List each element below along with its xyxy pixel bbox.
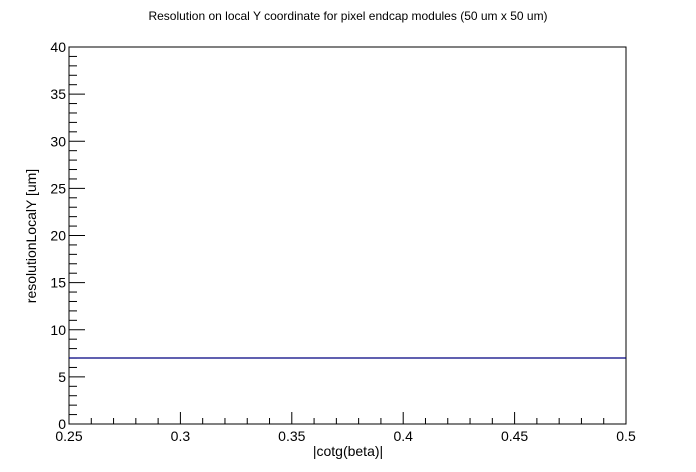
y-tick-label: 20 [50,228,66,244]
x-tick-label: 0.4 [393,428,413,444]
y-tick-label: 25 [50,180,66,196]
y-tick-label: 0 [58,416,66,432]
plot-frame [68,46,627,425]
x-tick-label: 0.35 [278,428,305,444]
y-axis-ticks: 0 5 10 15 20 25 30 35 40 [50,39,85,432]
x-tick-label: 0.45 [501,428,528,444]
y-tick-label: 5 [58,369,66,385]
chart-title: Resolution on local Y coordinate for pix… [148,9,547,23]
y-axis-label: resolutionLocalY [um] [23,169,39,303]
y-tick-label: 10 [50,322,66,338]
y-tick-label: 30 [50,133,66,149]
y-tick-label: 40 [50,39,66,55]
y-tick-label: 35 [50,86,66,102]
x-axis-label: |cotg(beta)| [313,443,383,459]
y-tick-label: 15 [50,275,66,291]
x-tick-label: 0.3 [171,428,191,444]
x-axis-ticks: 0.25 0.3 0.35 0.4 0.45 0.5 [55,412,636,444]
x-tick-label: 0.25 [55,428,82,444]
x-tick-label: 0.5 [616,428,636,444]
